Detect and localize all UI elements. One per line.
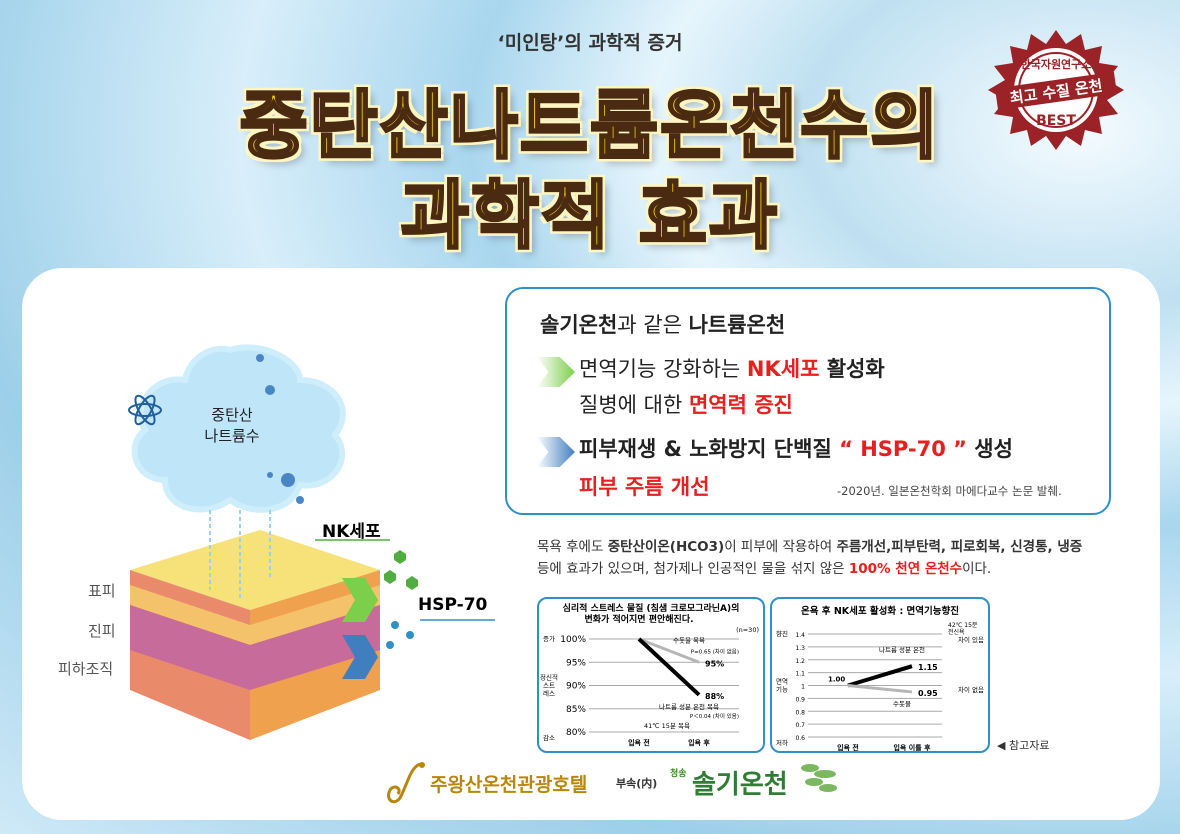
chart-title: 심리적 스트레스 물질 (침샘 크로모그라닌A)의 xyxy=(563,602,740,614)
skin-illustration xyxy=(128,344,495,740)
series-line xyxy=(847,684,913,694)
condition-note: 전신욕 xyxy=(948,628,965,636)
series-line xyxy=(637,637,701,697)
point-1: 면역기능 강화하는 NK세포 활성화 xyxy=(579,357,885,381)
brand-name: 솔기온천 xyxy=(692,770,788,800)
p-value-note: P=0.65 (차이 없음) xyxy=(691,647,739,655)
cloud-label: 중탄산 나트륨수 xyxy=(204,406,260,445)
y-label-mid: 스트 xyxy=(543,682,555,690)
p-value-note: P＜0.04 (차이 있음) xyxy=(690,712,739,720)
series-line xyxy=(638,637,700,664)
layer-subcutaneous: 피하조직 xyxy=(58,660,114,678)
point-2-line-2: 피부 주름 개선 xyxy=(579,475,710,499)
nk-cell-label: NK세포 xyxy=(322,522,381,542)
start-label: 1.00 xyxy=(828,676,845,684)
y-tick-label: 100% xyxy=(560,635,586,645)
y-label-bottom: 감소 xyxy=(543,734,555,742)
y-label-top: 증가 xyxy=(543,634,555,643)
arrow-green-icon xyxy=(342,578,378,622)
best-badge-stamp: 한국자원연구소 최고 수질 온천 BEST xyxy=(988,30,1124,150)
y-label-mid: 레스 xyxy=(543,689,555,698)
brand-small: 청송 xyxy=(670,769,687,779)
x-tick-label: 입욕 전 xyxy=(837,743,859,751)
stress-chart: 심리적 스트레스 물질 (침샘 크로모그라닌A)의 변화가 적어지면 편안해진다.… xyxy=(537,597,765,753)
hsp70-label: HSP-70 xyxy=(418,595,488,615)
series-name: 수돗물 목욕 xyxy=(673,636,705,644)
y-label-top: 향진 xyxy=(776,629,788,638)
series-line xyxy=(847,664,913,688)
y-tick-label: 1.1 xyxy=(795,671,805,678)
arrow-blue-icon xyxy=(537,437,575,467)
sample-size-note: (n=30) xyxy=(736,626,759,634)
footer-logos: 주왕산온천관광호텔 부속(内) 청송 솔기온천 xyxy=(370,758,840,808)
sodium-water-cloud xyxy=(131,344,346,513)
hotel-name: 주왕산온천관광호텔 xyxy=(430,774,588,796)
y-tick-label: 1.2 xyxy=(795,658,805,665)
result-note: 차이 없음 xyxy=(958,685,984,694)
y-tick-label: 0.8 xyxy=(795,709,805,716)
info-box: 솔기온천과 같은 나트륨온천 면역기능 강화하는 NK세포 활성화 질병에 대한… xyxy=(505,287,1111,515)
x-tick-label: 입욕 전 xyxy=(628,738,650,747)
y-label-mid: 면역 xyxy=(776,677,788,686)
title-line-1: 중탄산나트륨온천수의 xyxy=(238,82,941,171)
point-2: 피부재생 & 노화방지 단백질 “ HSP-70 ” 생성 xyxy=(579,437,1013,461)
data-label: 0.95 xyxy=(918,689,938,698)
title-line-2: 과학적 효과 xyxy=(399,172,780,261)
y-tick-label: 0.7 xyxy=(795,722,805,729)
y-label-bottom: 저하 xyxy=(776,738,788,747)
subtitle: ‘미인탕’의 과학적 증거 xyxy=(497,32,683,54)
arrow-green-icon xyxy=(537,357,575,387)
data-label: 1.15 xyxy=(918,663,938,672)
chart-title: 온욕 후 NK세포 활성화 : 면역기능향진 xyxy=(801,605,959,617)
y-tick-label: 90% xyxy=(566,682,586,692)
y-tick-label: 0.9 xyxy=(795,696,805,703)
layer-epidermis: 표피 xyxy=(88,582,116,600)
result-note: 차이 있음 xyxy=(958,635,984,644)
description: 목욕 후에도 중탄산이온(HCO3)이 피부에 작용하여 주름개선,피부탄력, … xyxy=(537,539,1083,577)
badge-bottom-text: BEST xyxy=(1036,113,1076,129)
x-tick-label: 입욕 후 xyxy=(688,738,710,747)
point-1-line-2: 질병에 대한 면역력 증진 xyxy=(579,393,793,417)
y-tick-label: 0.6 xyxy=(795,735,805,742)
info-heading: 솔기온천과 같은 나트륨온천 xyxy=(540,313,786,337)
nk-chart: 온욕 후 NK세포 활성화 : 면역기능향진 1.4 1.3 1.2 1.1 1 0.9 0.… xyxy=(770,597,990,753)
y-tick-label: 95% xyxy=(566,658,586,668)
affiliation: 부속(内) xyxy=(616,777,658,790)
y-label-mid: 정신적 xyxy=(540,673,558,682)
y-tick-label: 1.4 xyxy=(795,632,805,639)
skin-cube xyxy=(130,530,380,740)
series-name: 나트륨 성분 온천 xyxy=(879,645,925,654)
y-tick-label: 85% xyxy=(566,705,586,715)
data-label: 88% xyxy=(705,692,724,701)
series-name: 나트륨 성분 온천 목욕 xyxy=(659,702,719,711)
y-tick-label: 1 xyxy=(801,684,805,691)
pine-tree-icon xyxy=(801,764,837,792)
condition-note: 41℃ 15분 목욕 xyxy=(644,722,690,730)
badge-top-text: 한국자원연구소 xyxy=(1021,57,1092,71)
y-tick-label: 1.3 xyxy=(795,645,805,652)
phoenix-logo-icon xyxy=(387,762,425,804)
molecule-icon xyxy=(256,354,304,504)
layer-dermis: 진피 xyxy=(88,622,116,640)
molecule-icon xyxy=(128,394,162,426)
source-note: -2020년. 일본온천학회 마에다교수 논문 발췌. xyxy=(837,484,1062,498)
data-label: 95% xyxy=(705,659,724,668)
reference-link[interactable]: ◀ 참고자료 xyxy=(997,739,1050,752)
chart-title: 변화가 적어지면 편안해진다. xyxy=(584,613,693,625)
y-tick-label: 80% xyxy=(566,728,586,738)
arrow-blue-icon xyxy=(342,635,378,679)
series-name: 수돗물 xyxy=(893,700,911,708)
condition-note: 42℃ 15분 xyxy=(948,622,978,629)
y-label-mid: 기능 xyxy=(776,685,788,694)
x-tick-label: 입욕 이틀 후 xyxy=(893,743,931,751)
